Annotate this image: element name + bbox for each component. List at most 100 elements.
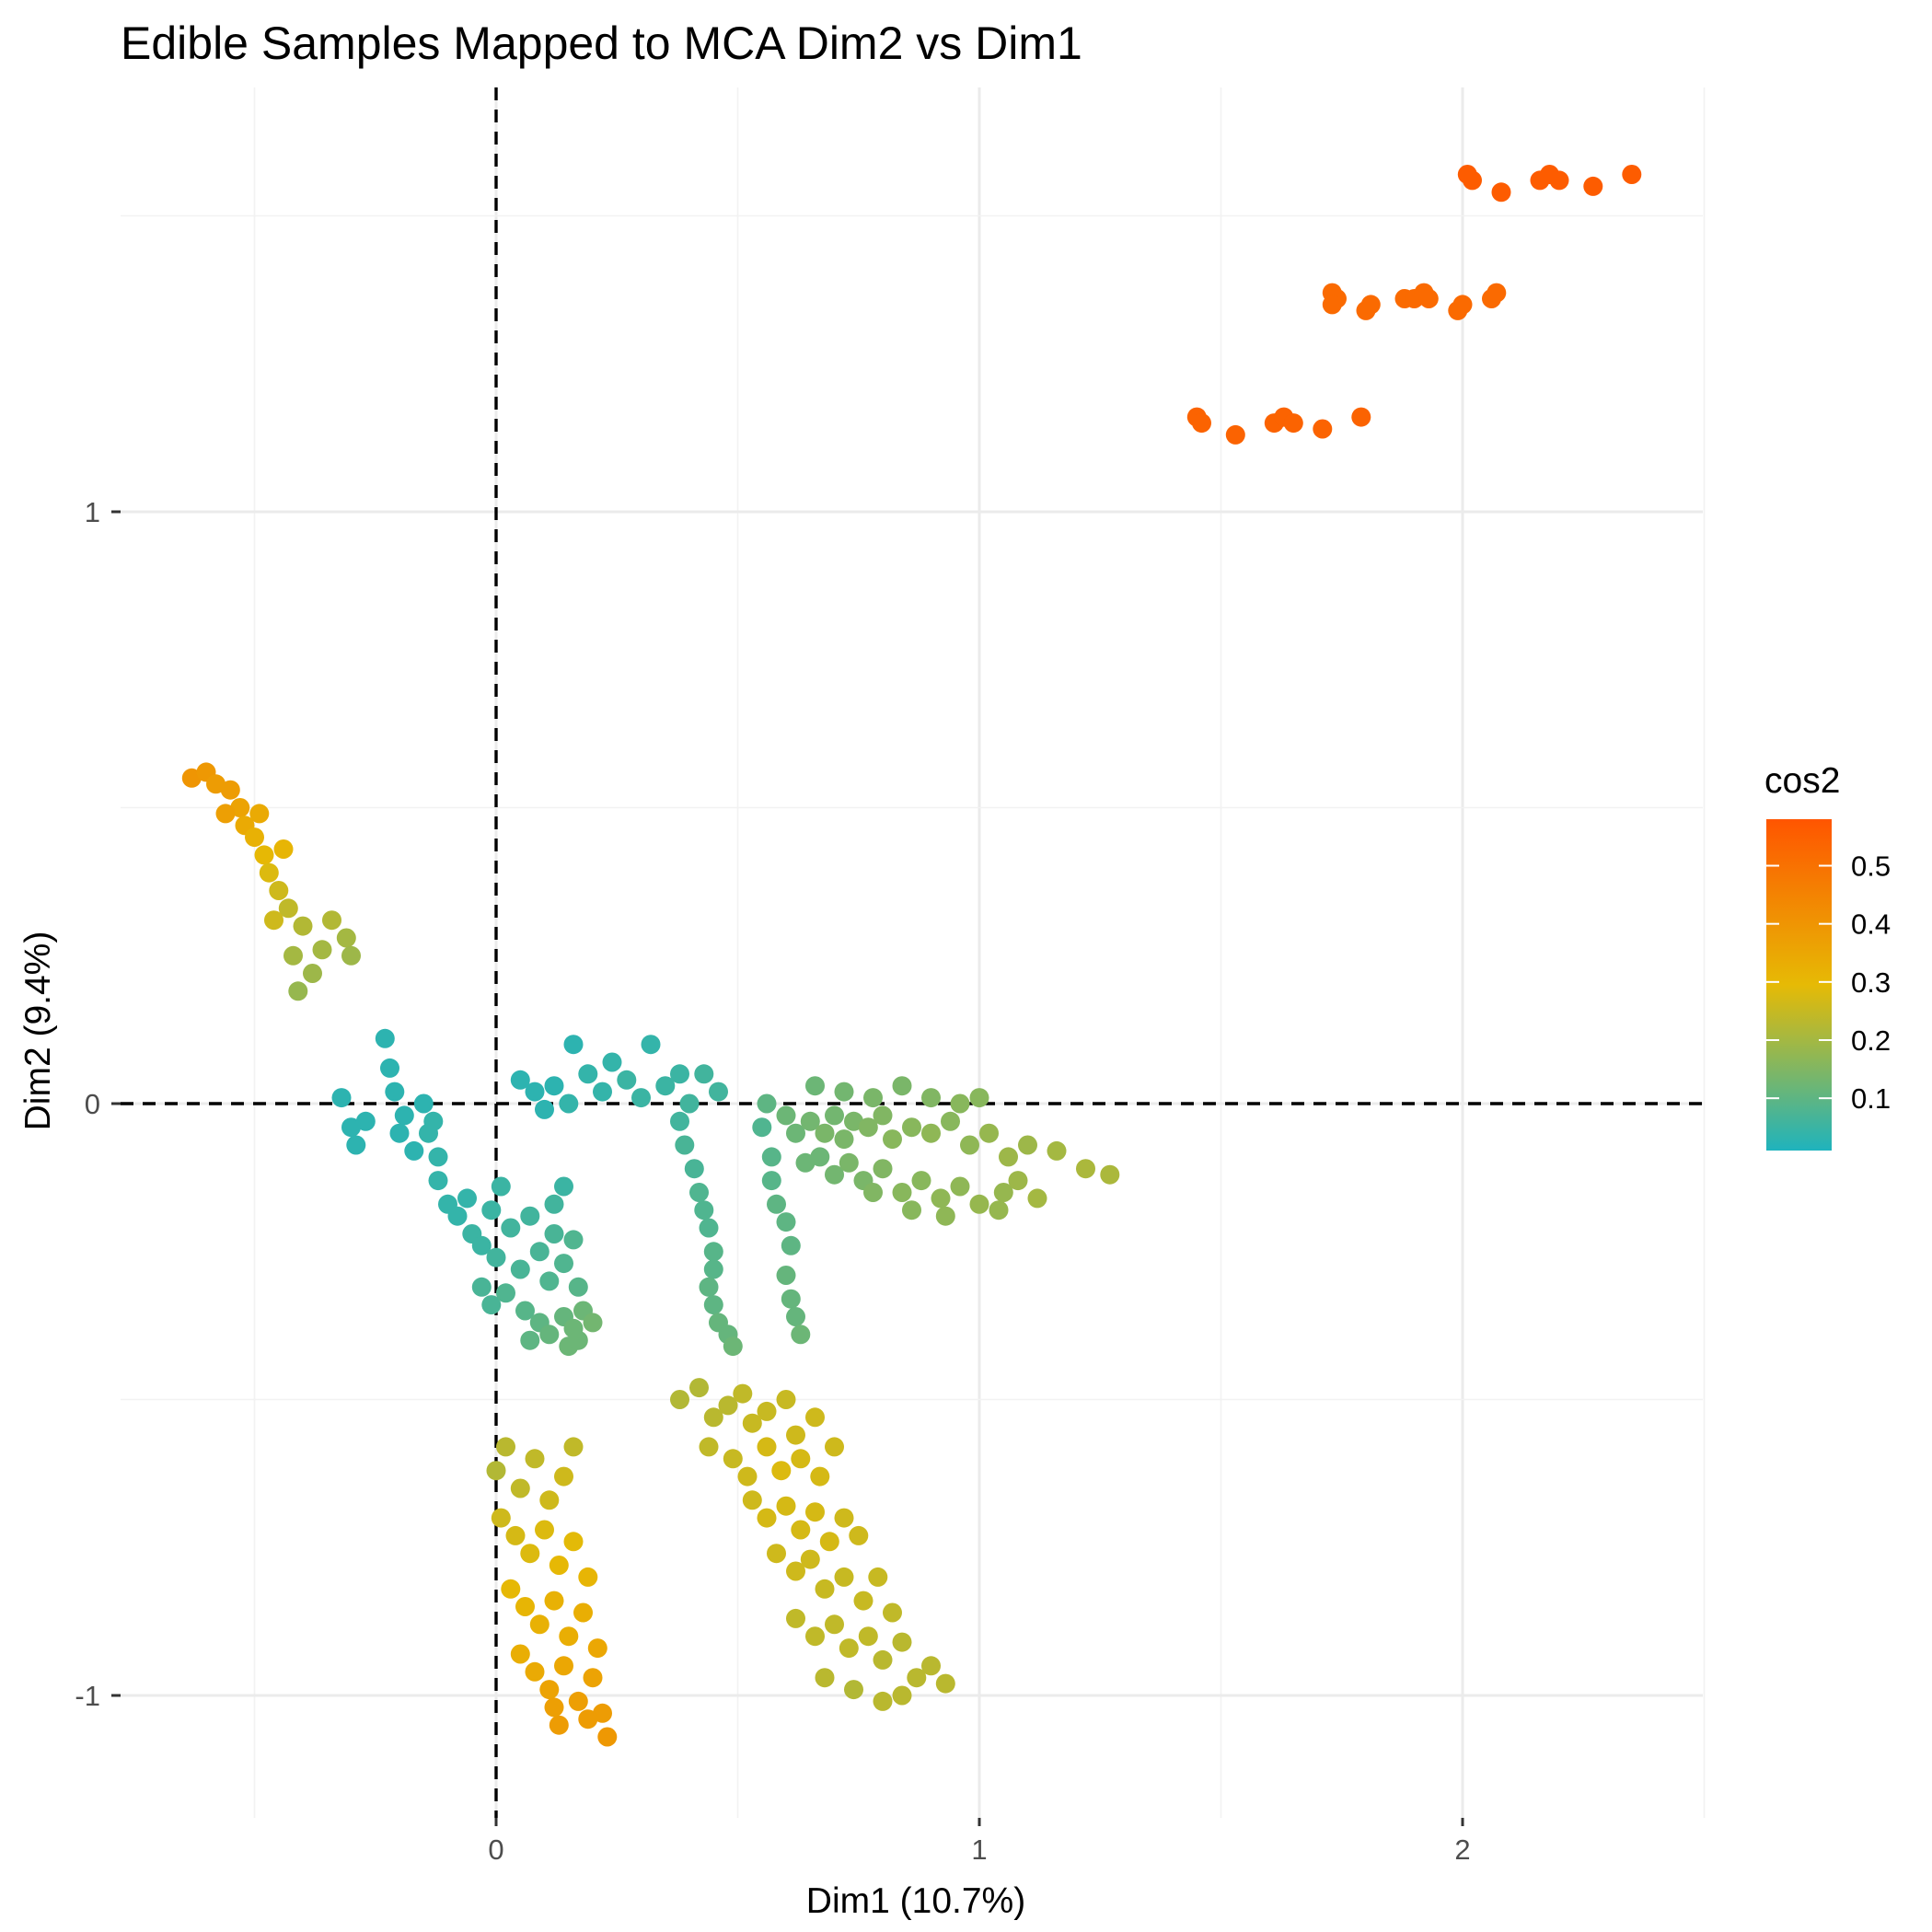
data-point <box>834 1567 854 1587</box>
data-point <box>230 798 250 817</box>
data-point <box>805 1502 825 1522</box>
data-point <box>544 1194 564 1214</box>
data-point <box>868 1567 888 1587</box>
data-point <box>718 1395 738 1416</box>
data-point <box>776 1496 796 1516</box>
data-point <box>761 1147 781 1167</box>
data-point <box>1008 1171 1028 1191</box>
data-point <box>1360 295 1381 315</box>
data-point <box>999 1147 1018 1167</box>
data-point <box>583 1313 603 1333</box>
data-point <box>839 1152 859 1173</box>
data-point <box>781 1289 801 1309</box>
data-point <box>1283 413 1303 434</box>
data-point <box>481 1295 502 1315</box>
data-point <box>245 827 264 848</box>
data-point <box>791 1449 811 1469</box>
data-point <box>568 1691 588 1711</box>
data-point <box>733 1383 753 1404</box>
data-point <box>491 1176 511 1197</box>
data-point <box>757 1437 777 1457</box>
data-point <box>935 1206 955 1226</box>
data-point <box>554 1176 573 1197</box>
data-point <box>641 1035 661 1055</box>
data-point <box>529 1614 550 1635</box>
legend-ticks: 0.1 0.2 0.3 0.4 0.5 <box>1766 850 1891 1115</box>
data-point <box>535 1520 554 1540</box>
data-point <box>510 1644 530 1664</box>
data-point <box>776 1105 796 1126</box>
data-point <box>902 1200 921 1221</box>
data-point <box>892 1685 912 1706</box>
data-point <box>694 1064 714 1084</box>
data-point <box>563 1437 584 1457</box>
data-point <box>776 1266 796 1285</box>
data-point <box>960 1135 979 1155</box>
data-point <box>834 1508 854 1528</box>
reference-lines <box>121 87 1703 1818</box>
data-point <box>413 1093 434 1114</box>
data-point <box>501 1579 521 1599</box>
data-point <box>679 1093 700 1114</box>
data-point <box>510 1478 530 1498</box>
data-point <box>839 1638 859 1659</box>
data-point <box>583 1668 603 1688</box>
legend-title: cos2 <box>1764 761 1840 801</box>
data-point <box>941 1111 960 1131</box>
data-point <box>786 1425 805 1445</box>
data-point <box>699 1218 719 1238</box>
data-point <box>1452 295 1473 315</box>
data-point <box>597 1727 618 1747</box>
data-point <box>767 1194 786 1214</box>
data-point <box>1487 283 1507 303</box>
data-point <box>805 1076 825 1096</box>
data-point <box>559 1093 579 1114</box>
data-point <box>684 1159 704 1179</box>
data-point <box>858 1117 878 1138</box>
data-point <box>554 1254 573 1274</box>
data-point <box>911 1171 931 1191</box>
data-point <box>544 1591 564 1611</box>
data-point <box>699 1277 719 1297</box>
data-point <box>486 1461 506 1481</box>
data-point <box>1313 419 1333 439</box>
data-point <box>303 964 322 983</box>
data-point <box>723 1336 743 1357</box>
data-point <box>1549 170 1569 191</box>
data-point <box>776 1390 796 1409</box>
y-axis-title: Dim2 (9.4%) <box>18 931 58 1131</box>
axes: 0 1 2 -1 0 1 <box>75 496 1470 1866</box>
data-point <box>670 1064 689 1084</box>
data-point <box>742 1490 762 1510</box>
data-point <box>800 1549 820 1569</box>
data-point <box>491 1508 511 1528</box>
data-point <box>1100 1164 1120 1185</box>
data-point <box>423 1111 444 1131</box>
data-point <box>703 1259 723 1279</box>
data-point <box>587 1638 607 1659</box>
data-point <box>670 1390 689 1409</box>
data-point <box>800 1111 820 1131</box>
data-point <box>873 1649 893 1670</box>
data-point <box>631 1088 651 1108</box>
data-point <box>380 1058 399 1078</box>
data-point <box>278 898 298 919</box>
data-point <box>703 1242 723 1262</box>
data-point <box>549 1556 569 1575</box>
data-point <box>931 1188 951 1209</box>
data-point <box>921 1088 941 1108</box>
data-point <box>863 1088 883 1108</box>
x-tick-label: 2 <box>1454 1834 1470 1866</box>
data-point <box>471 1235 492 1255</box>
data-point <box>969 1194 989 1214</box>
data-point <box>254 845 274 865</box>
data-point <box>259 862 279 883</box>
data-point <box>791 1325 811 1345</box>
data-point <box>1622 165 1642 184</box>
data-point <box>544 1697 564 1718</box>
data-point <box>815 1668 835 1688</box>
data-point <box>786 1608 805 1628</box>
data-point <box>873 1105 893 1126</box>
data-point <box>1027 1188 1047 1209</box>
